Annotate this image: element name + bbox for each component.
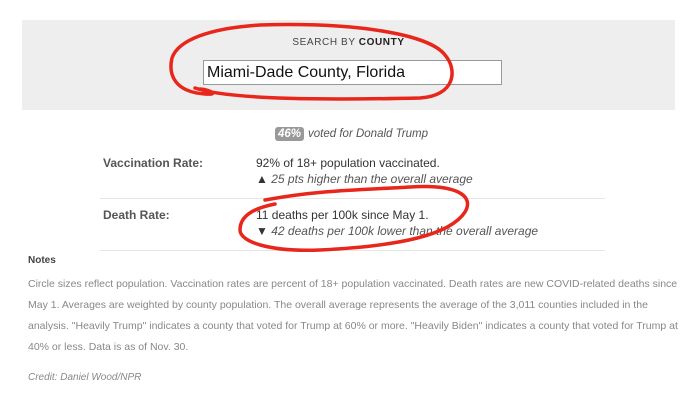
death-rate-value: 11 deaths per 100k since May 1. ▼ 42 dea…	[256, 207, 538, 239]
vaccination-rate-text: 92% of 18+ population vaccinated.	[256, 156, 440, 170]
death-rate-label: Death Rate:	[103, 208, 170, 222]
vaccination-compare: 25 pts higher than the overall average	[271, 172, 473, 186]
search-heading-prefix: SEARCH BY	[292, 37, 359, 48]
credit: Credit: Daniel Wood/NPR	[28, 372, 142, 383]
down-triangle-icon: ▼	[256, 224, 268, 238]
death-rate-text: 11 deaths per 100k since May 1.	[256, 208, 429, 222]
search-heading-strong: COUNTY	[358, 37, 405, 48]
county-search-input[interactable]	[203, 60, 502, 85]
divider	[100, 250, 605, 251]
trump-vote-line: 46% voted for Donald Trump	[0, 127, 697, 141]
divider	[100, 198, 605, 199]
vaccination-rate-value: 92% of 18+ population vaccinated. ▲ 25 p…	[256, 155, 473, 187]
county-search-panel: SEARCH BY COUNTY	[22, 20, 675, 110]
death-compare: 42 deaths per 100k lower than the overal…	[271, 224, 539, 238]
vote-text: voted for Donald Trump	[308, 128, 428, 140]
notes-heading: Notes	[28, 255, 56, 266]
up-triangle-icon: ▲	[256, 172, 268, 186]
vote-percent-badge: 46%	[275, 127, 305, 141]
search-heading: SEARCH BY COUNTY	[22, 37, 675, 48]
vaccination-rate-label: Vaccination Rate:	[103, 156, 204, 170]
notes-text: Circle sizes reflect population. Vaccina…	[28, 278, 678, 353]
